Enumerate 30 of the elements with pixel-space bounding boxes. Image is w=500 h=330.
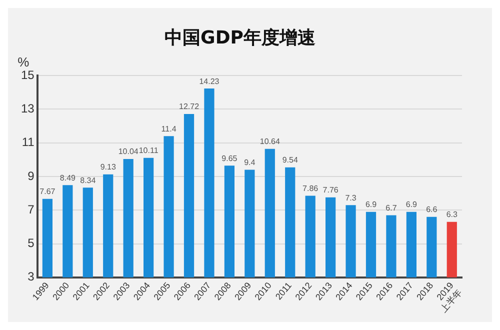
y-tick-label: 15	[20, 68, 35, 82]
y-axis-title: %	[18, 54, 30, 70]
data-label: 6.6	[426, 205, 438, 214]
data-label: 9.13	[100, 162, 116, 172]
data-label: 10.64	[260, 137, 280, 146]
data-label: 7.3	[345, 193, 357, 202]
data-label: 8.34	[80, 176, 96, 185]
data-label: 9.54	[282, 156, 298, 165]
y-tick-label: 3	[28, 270, 35, 284]
data-label: 10.11	[138, 146, 159, 156]
data-label: 12.72	[178, 102, 200, 112]
data-label: 11.4	[161, 124, 177, 134]
data-label: 8.49	[60, 173, 76, 182]
y-tick-label: 5	[28, 236, 35, 250]
y-tick-label: 11	[22, 135, 35, 150]
chart-title: 中国GDP年度增速	[164, 27, 316, 48]
data-label: 9.4	[244, 158, 256, 167]
data-label: 10.04	[118, 147, 139, 156]
data-label: 7.67	[40, 187, 56, 196]
data-label: 6.7	[386, 203, 398, 212]
data-label: 14.23	[199, 76, 220, 86]
data-label: 6.9	[365, 200, 378, 210]
y-tick-label: 13	[20, 102, 35, 116]
data-label: 6.9	[406, 200, 418, 210]
data-label: 7.86	[302, 184, 319, 193]
y-tick-label: 9	[28, 168, 35, 183]
data-label: 9.65	[222, 154, 238, 163]
data-label: 6.3	[446, 210, 458, 220]
data-label: 7.76	[322, 186, 339, 195]
y-tick-label: 7	[28, 202, 35, 216]
